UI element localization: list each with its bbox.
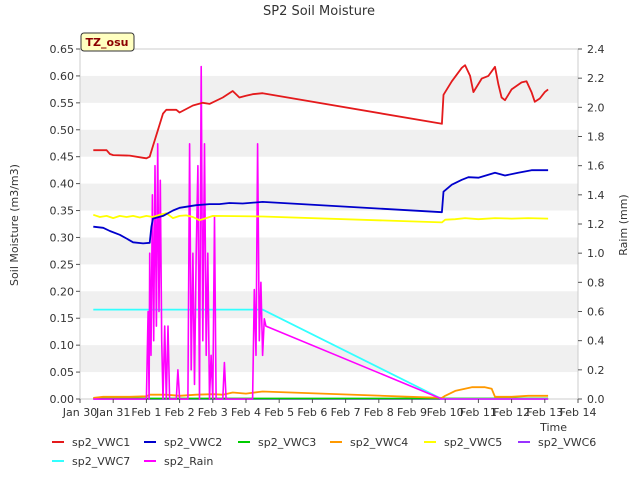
y-axis: 0.00 0.05 0.10 0.15 0.20 0.25 0.30 0.35 0.40 0.45… (50, 43, 80, 406)
x-tick-label: Feb 4 (231, 406, 261, 419)
legend-item-sp2_VWC3: sp2_VWC3 (238, 436, 316, 449)
y2-tick-label: 0.6 (587, 306, 605, 319)
legend-label: sp2_VWC4 (350, 436, 408, 449)
y-tick-label: 0.05 (50, 366, 75, 379)
legend-label: sp2_Rain (164, 455, 213, 468)
series-line-sp2_VWC5 (93, 212, 549, 224)
legend-label: sp2_VWC1 (72, 436, 130, 449)
legend-item-sp2_VWC1: sp2_VWC1 (52, 436, 130, 449)
grid-band (80, 75, 578, 103)
y2-axis: 0.0 0.2 0.4 0.6 0.8 1.0 1.2 1.4 1.6 1.8 2.0 2.2 2.4 (578, 43, 605, 406)
y2-tick-label: 1.6 (587, 160, 605, 173)
grid-band (80, 291, 578, 319)
x-tick-label: Feb 14 (560, 406, 597, 419)
y2-tick-label: 2.0 (587, 101, 605, 114)
legend-label: sp2_VWC6 (538, 436, 596, 449)
legend-label: sp2_VWC7 (72, 455, 130, 468)
y-tick-label: 0.60 (50, 70, 75, 83)
y-tick-label: 0.20 (50, 285, 75, 298)
legend-item-sp2_VWC6: sp2_VWC6 (518, 436, 596, 449)
x-tick-label: Feb 12 (493, 406, 530, 419)
plot-background-bands (80, 75, 578, 373)
y-tick-label: 0.00 (50, 393, 75, 406)
x-tick-label: Feb 3 (198, 406, 228, 419)
y2-axis-label: Raim (mm) (617, 194, 630, 255)
y2-tick-label: 1.8 (587, 131, 605, 144)
legend-label: sp2_VWC3 (258, 436, 316, 449)
y-tick-label: 0.45 (50, 151, 75, 164)
y-tick-label: 0.35 (50, 205, 75, 218)
grid-band (80, 129, 578, 157)
y2-tick-label: 1.4 (587, 189, 605, 202)
site-badge-label: TZ_osu (86, 36, 129, 49)
y2-tick-label: 0.0 (587, 393, 605, 406)
y2-tick-label: 2.2 (587, 72, 605, 85)
y-tick-label: 0.65 (50, 43, 75, 56)
y-tick-label: 0.15 (50, 312, 75, 325)
x-tick-label: Feb 1 (131, 406, 161, 419)
x-tick-label: Feb 13 (526, 406, 563, 419)
chart-title: SP2 Soil Moisture (263, 4, 375, 19)
series-line-sp2_VWC1 (93, 64, 549, 160)
x-tick-label: Feb 9 (397, 406, 427, 419)
x-tick-label: Feb 11 (460, 406, 497, 419)
y-tick-label: 0.40 (50, 178, 75, 191)
y-tick-label: 0.30 (50, 231, 75, 244)
y2-tick-label: 1.0 (587, 247, 605, 260)
x-tick-label: Feb 10 (427, 406, 464, 419)
legend: sp2_VWC1 sp2_VWC2 sp2_VWC3 sp2_VWC4 sp2_VWC5… (52, 436, 596, 468)
legend-item-sp2_VWC2: sp2_VWC2 (144, 436, 222, 449)
x-tick-label: Feb 5 (264, 406, 294, 419)
x-axis-label: Time (539, 421, 567, 434)
series-line-sp2_Rain (93, 65, 549, 400)
series-layer (93, 64, 549, 400)
series-line-sp2_VWC4 (93, 386, 549, 399)
x-tick-label: Jan 30 (62, 406, 97, 419)
y2-tick-label: 0.4 (587, 335, 605, 348)
legend-label: sp2_VWC2 (164, 436, 222, 449)
y2-tick-label: 2.4 (587, 43, 605, 56)
x-tick-label: Jan 31 (95, 406, 130, 419)
x-tick-label: Feb 7 (331, 406, 361, 419)
grid-band (80, 237, 578, 265)
y-tick-label: 0.55 (50, 97, 75, 110)
y-axis-label: Soil Moisture (m3/m3) (8, 164, 21, 286)
x-tick-label: Feb 6 (297, 406, 327, 419)
legend-item-sp2_VWC7: sp2_VWC7 (52, 455, 130, 468)
y-tick-label: 0.50 (50, 124, 75, 137)
legend-label: sp2_VWC5 (444, 436, 502, 449)
site-badge: TZ_osu (80, 32, 135, 52)
legend-item-sp2_VWC4: sp2_VWC4 (330, 436, 408, 449)
y-tick-label: 0.25 (50, 258, 75, 271)
legend-item-sp2_VWC5: sp2_VWC5 (424, 436, 502, 449)
y2-tick-label: 0.2 (587, 364, 605, 377)
y-tick-label: 0.10 (50, 339, 75, 352)
legend-item-sp2_Rain: sp2_Rain (144, 455, 213, 468)
series-line-sp2_VWC2 (93, 169, 549, 245)
grid-band (80, 345, 578, 373)
x-tick-label: Feb 8 (364, 406, 394, 419)
y2-tick-label: 1.2 (587, 218, 605, 231)
y2-tick-label: 0.8 (587, 276, 605, 289)
x-tick-label: Feb 2 (165, 406, 195, 419)
